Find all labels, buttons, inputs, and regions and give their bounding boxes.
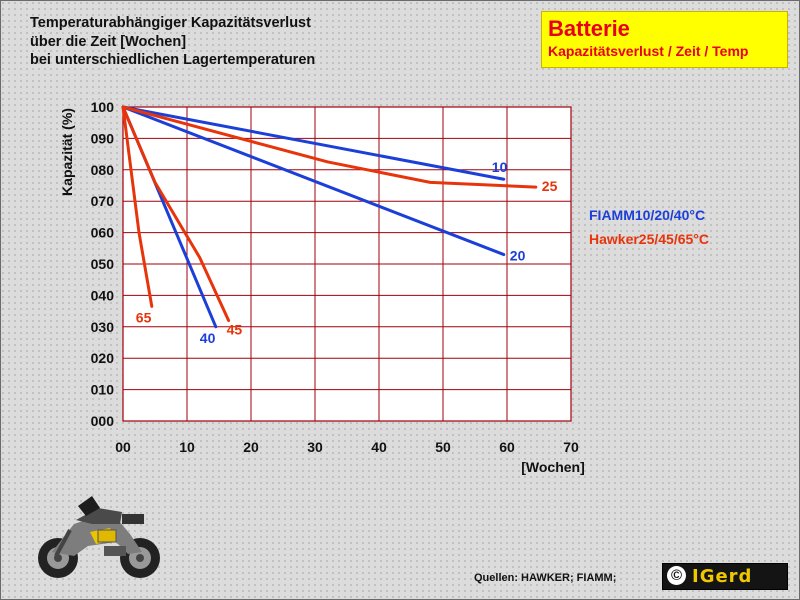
x-tick-label: 30 — [307, 439, 323, 455]
x-tick-label: 70 — [563, 439, 579, 455]
series-label-10: 10 — [492, 159, 508, 175]
author-logo: © IGerd — [662, 563, 788, 590]
title-line-3: bei unterschiedlichen Lagertemperaturen — [30, 52, 316, 68]
y-tick-label: 000 — [91, 413, 115, 429]
series-label-40: 40 — [200, 330, 216, 346]
series-label-25: 25 — [542, 178, 558, 194]
y-tick-label: 050 — [91, 256, 115, 272]
x-tick-label: 60 — [499, 439, 515, 455]
logo-name: IGerd — [692, 566, 753, 587]
series-line-10 — [121, 105, 506, 181]
x-tick-label: 20 — [243, 439, 259, 455]
series-line-45 — [121, 105, 231, 323]
series-label-20: 20 — [510, 248, 526, 264]
topic-badge: Batterie Kapazitätsverlust / Zeit / Temp — [541, 11, 788, 68]
y-tick-label: 060 — [91, 225, 115, 241]
source-note: Quellen: HAWKER; FIAMM; — [474, 572, 617, 584]
motorcycle-icon — [38, 496, 160, 578]
y-tick-label: 040 — [91, 287, 115, 303]
series-label-45: 45 — [227, 322, 243, 338]
x-tick-label: 00 — [115, 439, 131, 455]
x-tick-label: 40 — [371, 439, 387, 455]
y-tick-label: 070 — [91, 193, 115, 209]
chart-title: Temperaturabhängiger Kapazitätsverlust ü… — [30, 14, 315, 70]
y-tick-label: 080 — [91, 162, 115, 178]
legend-fiamm: FIAMM10/20/40°C — [589, 207, 706, 223]
badge-heading: Batterie — [548, 16, 630, 41]
series-line-65 — [121, 105, 154, 308]
copyright-icon: © — [667, 566, 686, 585]
x-axis-label: [Wochen] — [521, 459, 585, 475]
y-tick-label: 010 — [91, 382, 115, 398]
legend-hawker: Hawker25/45/65°C — [589, 231, 710, 247]
title-line-2: über die Zeit [Wochen] — [30, 33, 187, 50]
title-line-1: Temperaturabhängiger Kapazitätsverlust — [30, 15, 311, 31]
y-tick-label: 020 — [91, 350, 115, 366]
series-line-20 — [121, 105, 506, 257]
y-tick-label: 030 — [91, 319, 115, 335]
plot-border — [122, 106, 572, 422]
series-label-65: 65 — [136, 309, 152, 325]
y-tick-label: 100 — [91, 99, 115, 115]
y-tick-label: 090 — [91, 130, 115, 146]
y-axis-label: Kapazität (%) — [59, 108, 75, 196]
x-tick-label: 50 — [435, 439, 451, 455]
series-line-25 — [121, 105, 538, 189]
x-tick-label: 10 — [179, 439, 195, 455]
badge-subtitle: Kapazitätsverlust / Zeit / Temp — [548, 43, 749, 59]
